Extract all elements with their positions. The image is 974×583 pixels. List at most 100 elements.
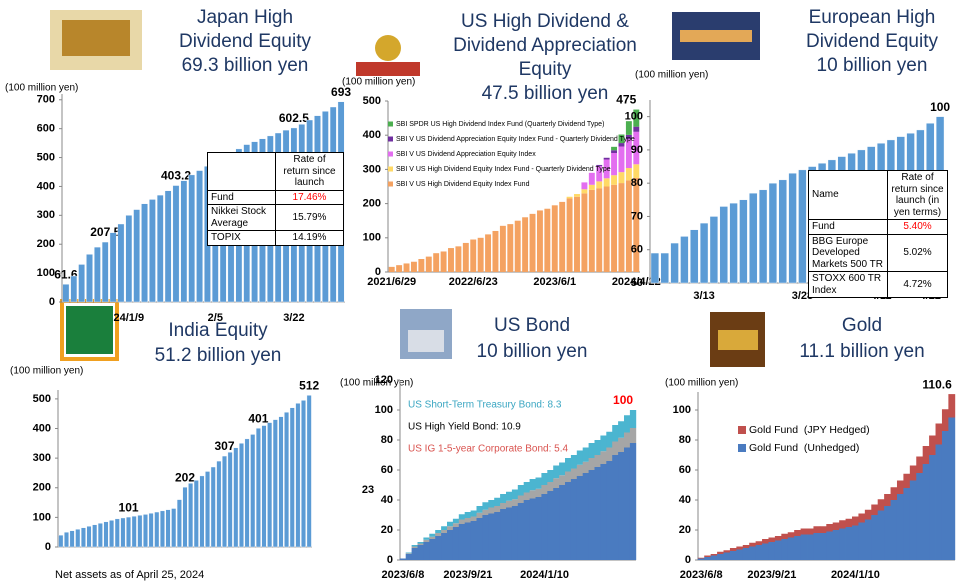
area-segment xyxy=(482,502,489,510)
area-segment xyxy=(618,421,625,438)
area-segment xyxy=(447,521,454,527)
bar xyxy=(182,486,188,548)
area-segment xyxy=(423,537,430,540)
bar-segment xyxy=(588,189,595,272)
legend-swatch xyxy=(388,121,393,127)
chart-title: 11.1 billion yen xyxy=(799,341,924,362)
area-segment xyxy=(774,540,782,560)
area-segment xyxy=(594,440,601,455)
bar-segment xyxy=(485,234,492,272)
bar xyxy=(78,264,85,303)
area-segment xyxy=(423,539,430,542)
area-segment xyxy=(729,551,737,560)
area-segment xyxy=(845,518,853,527)
area-segment xyxy=(547,470,554,482)
bar xyxy=(117,223,125,303)
bar xyxy=(729,202,738,284)
area-segment xyxy=(588,443,595,458)
area-segment xyxy=(565,458,572,472)
bar-segment xyxy=(559,201,566,272)
area-segment xyxy=(858,522,866,560)
y-tick-label: 20 xyxy=(679,524,691,536)
chart-title: Dividend Equity xyxy=(179,31,312,52)
bar xyxy=(758,189,768,284)
area-segment xyxy=(441,533,448,560)
area-segment xyxy=(529,490,536,499)
area-segment xyxy=(570,455,578,469)
bar-segment xyxy=(588,172,595,185)
area-segment xyxy=(941,431,949,560)
y-tick-label: 500 xyxy=(363,95,381,107)
y-tick-label: 500 xyxy=(33,393,51,405)
bar-segment xyxy=(536,210,543,272)
area-segment xyxy=(417,545,424,560)
x-tick-label: 2/5 xyxy=(208,312,223,324)
legend-label: SBI V US Dividend Appreciation Equity In… xyxy=(396,151,536,158)
area-segment xyxy=(470,510,477,517)
y-tick-label: 300 xyxy=(33,452,51,464)
area-segment xyxy=(922,446,930,464)
area-segment xyxy=(736,546,744,550)
y-unit: (100 million yen) xyxy=(10,366,83,377)
area-segment xyxy=(781,539,789,560)
y-tick-label: 400 xyxy=(33,422,51,434)
area-segment xyxy=(600,464,607,560)
bar-segment xyxy=(618,134,625,144)
bar xyxy=(75,529,81,548)
legend-swatch xyxy=(388,136,393,142)
data-label: 693 xyxy=(331,85,351,99)
y-tick-label: 60 xyxy=(631,244,643,256)
area-segment xyxy=(929,435,936,455)
area-segment xyxy=(845,527,853,560)
bar-segment xyxy=(529,213,536,272)
bar xyxy=(103,521,109,548)
x-tick-label: 24/1/9 xyxy=(114,312,145,324)
y-tick-label: 100 xyxy=(33,511,51,523)
area-segment xyxy=(594,467,601,560)
bar-segment xyxy=(396,265,403,272)
area-segment xyxy=(742,545,750,548)
area-segment xyxy=(839,520,846,529)
legend-label: Gold Fund (JPY Hedged) xyxy=(749,424,870,436)
area-segment xyxy=(511,489,519,500)
area-segment xyxy=(429,536,436,539)
area-segment xyxy=(800,528,808,535)
x-tick-label: 2024/1/10 xyxy=(520,569,569,581)
area-segment xyxy=(890,487,898,500)
bar xyxy=(92,524,98,548)
area-segment xyxy=(755,545,763,560)
area-segment xyxy=(435,530,442,533)
chart-title: 10 billion yen xyxy=(477,341,588,362)
bar-segment xyxy=(633,126,640,132)
area-segment xyxy=(405,554,412,560)
area-segment xyxy=(697,558,705,560)
table-cell: Fund xyxy=(207,189,276,205)
bar xyxy=(739,199,748,284)
legend-label: US IG 1-5-year Corporate Bond: 5.4 xyxy=(408,444,569,455)
area-segment xyxy=(535,497,542,560)
bar xyxy=(749,192,758,284)
area-segment xyxy=(606,461,613,560)
y-tick-label: 70 xyxy=(631,210,643,222)
bar xyxy=(171,508,177,548)
area-segment xyxy=(488,500,495,508)
return-table: Rate of return since launch Fund 17.46% Nik… xyxy=(207,152,344,246)
legend-label: US Short-Term Treasury Bond: 8.3 xyxy=(408,400,562,411)
bar-segment xyxy=(455,246,462,272)
y-tick-label: 400 xyxy=(37,180,55,192)
area-segment xyxy=(405,553,412,554)
area-segment xyxy=(935,423,943,445)
bar xyxy=(798,169,807,284)
area-segment xyxy=(736,549,744,560)
area-segment xyxy=(417,543,424,545)
area-segment xyxy=(559,475,566,485)
y-axis-label: 23 xyxy=(362,484,374,496)
bar-segment xyxy=(499,225,506,272)
area-segment xyxy=(570,479,578,560)
area-segment xyxy=(441,530,448,533)
area-segment xyxy=(447,530,454,560)
area-segment xyxy=(482,509,489,515)
area-segment xyxy=(864,519,872,560)
area-segment xyxy=(624,415,631,433)
bar-segment xyxy=(633,164,640,178)
